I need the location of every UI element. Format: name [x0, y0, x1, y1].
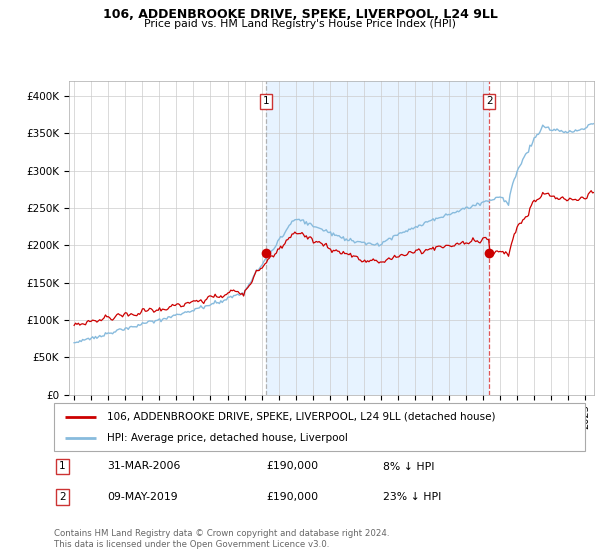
Text: Contains HM Land Registry data © Crown copyright and database right 2024.
This d: Contains HM Land Registry data © Crown c…	[54, 529, 389, 549]
Text: 8% ↓ HPI: 8% ↓ HPI	[383, 461, 435, 472]
Text: 2: 2	[486, 96, 493, 106]
Text: 106, ADDENBROOKE DRIVE, SPEKE, LIVERPOOL, L24 9LL: 106, ADDENBROOKE DRIVE, SPEKE, LIVERPOOL…	[103, 8, 497, 21]
Text: 23% ↓ HPI: 23% ↓ HPI	[383, 492, 442, 502]
Text: 09-MAY-2019: 09-MAY-2019	[107, 492, 178, 502]
Bar	[266, 81, 490, 395]
FancyBboxPatch shape	[54, 403, 585, 451]
Text: 31-MAR-2006: 31-MAR-2006	[107, 461, 181, 472]
Text: 2: 2	[59, 492, 66, 502]
Text: £190,000: £190,000	[266, 461, 319, 472]
Text: 1: 1	[59, 461, 66, 472]
Text: Price paid vs. HM Land Registry's House Price Index (HPI): Price paid vs. HM Land Registry's House …	[144, 19, 456, 29]
Text: 1: 1	[263, 96, 269, 106]
Text: 106, ADDENBROOKE DRIVE, SPEKE, LIVERPOOL, L24 9LL (detached house): 106, ADDENBROOKE DRIVE, SPEKE, LIVERPOOL…	[107, 412, 496, 422]
Text: HPI: Average price, detached house, Liverpool: HPI: Average price, detached house, Live…	[107, 433, 348, 444]
Text: £190,000: £190,000	[266, 492, 319, 502]
